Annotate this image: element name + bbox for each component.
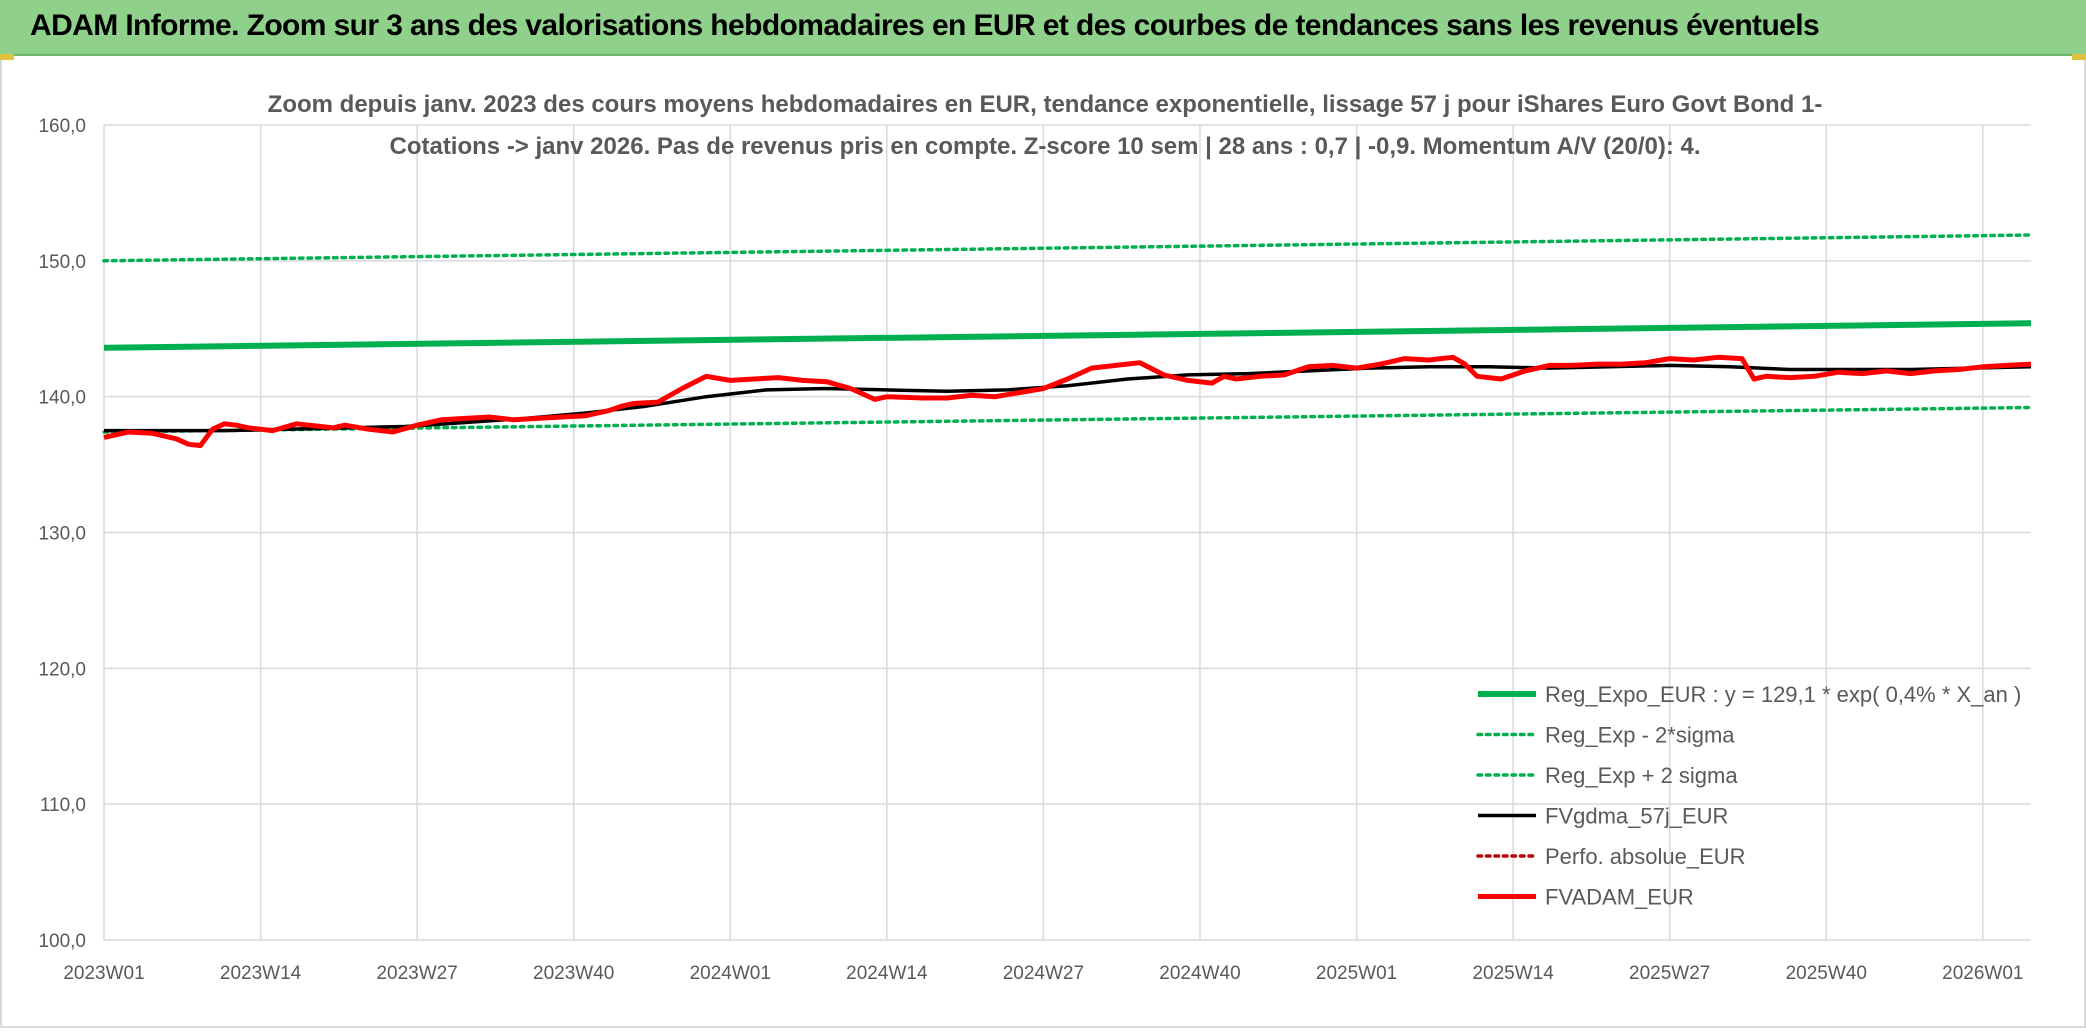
x-tick-label: 2025W40	[1786, 963, 1867, 984]
legend-label: Reg_Expo_EUR : y = 129,1 * exp( 0,4% * X…	[1545, 682, 2021, 707]
legend-label: FVgdma_57j_EUR	[1545, 804, 1728, 829]
series-line-6	[103, 354, 2032, 449]
legend: Reg_Expo_EUR : y = 129,1 * exp( 0,4% * X…	[1476, 682, 2021, 910]
y-tick-label: 130,0	[38, 524, 86, 545]
x-tick-label: 2024W01	[690, 963, 771, 984]
x-tick-label: 2023W40	[533, 963, 614, 984]
report-banner: ADAM Informe. Zoom sur 3 ans des valoris…	[0, 0, 2086, 56]
x-tick-label: 2024W27	[1003, 963, 1084, 984]
report-title: ADAM Informe. Zoom sur 3 ans des valoris…	[30, 9, 1820, 42]
x-tick-label: 2024W14	[846, 963, 928, 984]
x-tick-label: 2025W14	[1472, 963, 1554, 984]
x-tick-label: 2025W27	[1629, 963, 1710, 984]
y-tick-label: 100,0	[38, 931, 86, 952]
series-line-2	[102, 405, 2033, 434]
x-tick-label: 2023W01	[63, 963, 144, 984]
legend-label: Perfo. absolue_EUR	[1545, 844, 1746, 869]
y-tick-label: 160,0	[38, 116, 86, 137]
series-layer	[102, 233, 2033, 449]
legend-label: Reg_Exp + 2 sigma	[1545, 763, 1738, 788]
chart-title-line1: Zoom depuis janv. 2023 des cours moyens …	[268, 91, 1823, 118]
y-tick-label: 120,0	[38, 659, 86, 680]
y-tick-label: 110,0	[40, 795, 86, 816]
y-tick-label: 140,0	[38, 388, 86, 409]
frame-corner-left	[0, 54, 14, 60]
x-tick-label: 2023W14	[220, 963, 302, 984]
x-tick-label: 2024W40	[1159, 963, 1240, 984]
legend-label: Reg_Exp - 2*sigma	[1545, 723, 1735, 748]
y-tick-label: 150,0	[38, 252, 86, 273]
x-tick-label: 2025W01	[1316, 963, 1397, 984]
legend-label: FVADAM_EUR	[1545, 885, 1694, 910]
series-line-3	[102, 233, 2033, 263]
series-line-1	[103, 320, 2032, 351]
x-tick-label: 2023W27	[376, 963, 457, 984]
chart-frame	[0, 54, 2086, 1028]
gridlines	[103, 124, 2031, 941]
frame-corner-right	[2072, 54, 2086, 60]
chart-title-line2: Cotations -> janv 2026. Pas de revenus p…	[389, 133, 1700, 160]
axes: 100,0 110,0 120,0 130,0 140,0 150,0 160,0 2023W…	[38, 116, 2023, 984]
x-tick-label: 2026W01	[1942, 963, 2023, 984]
